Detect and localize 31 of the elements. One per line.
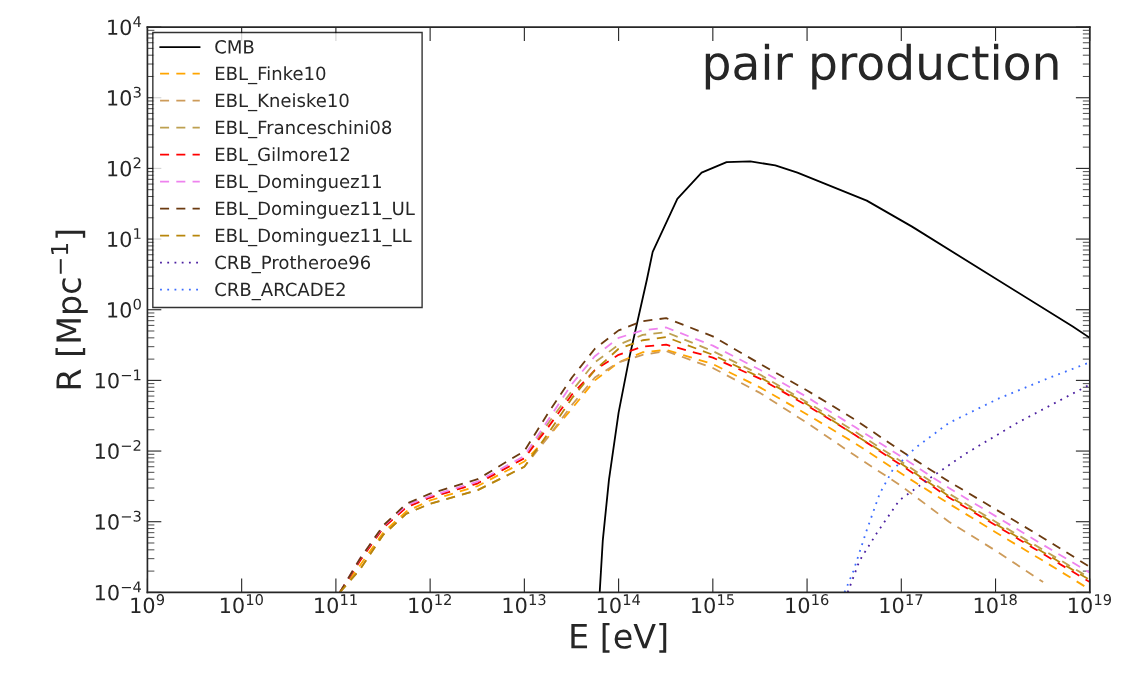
annotation: pair production bbox=[705, 43, 1058, 90]
x-tick-label: 10$^{13}$ bbox=[503, 594, 546, 614]
x-tick-label: 10$^{12}$ bbox=[409, 594, 451, 614]
legend-label: EBL_Dominguez11_LL bbox=[216, 228, 412, 247]
x-axis-title: E [eV] bbox=[571, 622, 667, 653]
y-tick-label: 10$^{0}$ bbox=[108, 298, 141, 318]
legend-label: EBL_Finke10 bbox=[216, 66, 326, 85]
legend-label: EBL_Dominguez11 bbox=[216, 174, 381, 193]
y-tick-label: 10$^{1}$ bbox=[108, 228, 141, 248]
x-tick-label: 10$^{15}$ bbox=[692, 594, 734, 614]
legend-label: CRB_Protheroe96 bbox=[215, 255, 371, 274]
y-tick-label: 10$^{−1}$ bbox=[95, 369, 141, 389]
x-tick-label: 10$^{16}$ bbox=[786, 594, 829, 614]
y-tick-label: 10$^{−2}$ bbox=[95, 440, 141, 460]
y-tick-label: 10$^{3}$ bbox=[108, 86, 141, 106]
y-axis-title: R [Mpc$^{−1}$] bbox=[51, 230, 88, 389]
legend-label: EBL_Dominguez11_UL bbox=[216, 201, 415, 220]
x-tick-label: 10$^{18}$ bbox=[974, 594, 1017, 614]
y-tick-label: 10$^{4}$ bbox=[108, 16, 142, 36]
y-tick-label: 10$^{2}$ bbox=[108, 157, 141, 177]
legend-label: CRB_ARCADE2 bbox=[215, 282, 345, 301]
legend-label: EBL_Franceschini08 bbox=[216, 120, 392, 139]
y-tick-label: 10$^{−3}$ bbox=[95, 510, 141, 530]
x-tick-label: 10$^{10}$ bbox=[220, 594, 263, 614]
legend-label: CMB bbox=[215, 40, 254, 54]
x-tick-label: 10$^{17}$ bbox=[880, 594, 923, 614]
legend-label: EBL_Gilmore12 bbox=[216, 147, 350, 166]
x-tick-label: 10$^{14}$ bbox=[597, 594, 641, 614]
x-tick-label: 10$^{11}$ bbox=[315, 594, 357, 614]
x-tick-label: 10$^{19}$ bbox=[1069, 594, 1111, 614]
legend-label: EBL_Kneiske10 bbox=[216, 93, 349, 112]
